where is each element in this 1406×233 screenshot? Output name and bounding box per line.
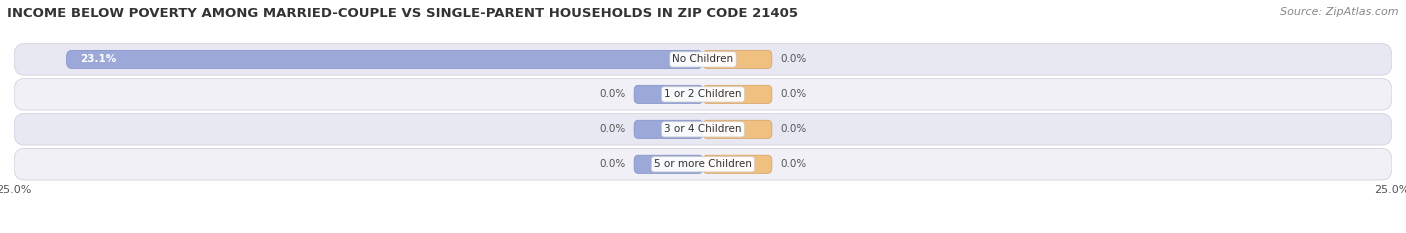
Text: 23.1%: 23.1% — [80, 55, 117, 64]
Text: INCOME BELOW POVERTY AMONG MARRIED-COUPLE VS SINGLE-PARENT HOUSEHOLDS IN ZIP COD: INCOME BELOW POVERTY AMONG MARRIED-COUPL… — [7, 7, 799, 20]
Text: 0.0%: 0.0% — [599, 124, 626, 134]
Text: 0.0%: 0.0% — [599, 89, 626, 99]
FancyBboxPatch shape — [634, 120, 703, 138]
FancyBboxPatch shape — [703, 155, 772, 173]
Text: 0.0%: 0.0% — [780, 159, 807, 169]
FancyBboxPatch shape — [703, 50, 772, 69]
FancyBboxPatch shape — [703, 120, 772, 138]
FancyBboxPatch shape — [14, 44, 1392, 75]
FancyBboxPatch shape — [634, 85, 703, 103]
Text: 5 or more Children: 5 or more Children — [654, 159, 752, 169]
FancyBboxPatch shape — [14, 149, 1392, 180]
FancyBboxPatch shape — [66, 50, 703, 69]
FancyBboxPatch shape — [14, 79, 1392, 110]
Text: 3 or 4 Children: 3 or 4 Children — [664, 124, 742, 134]
Text: 0.0%: 0.0% — [780, 55, 807, 64]
Text: 0.0%: 0.0% — [599, 159, 626, 169]
Text: 1 or 2 Children: 1 or 2 Children — [664, 89, 742, 99]
Text: Source: ZipAtlas.com: Source: ZipAtlas.com — [1281, 7, 1399, 17]
FancyBboxPatch shape — [703, 85, 772, 103]
Text: 0.0%: 0.0% — [780, 89, 807, 99]
Text: No Children: No Children — [672, 55, 734, 64]
FancyBboxPatch shape — [634, 155, 703, 173]
Text: 0.0%: 0.0% — [780, 124, 807, 134]
FancyBboxPatch shape — [14, 114, 1392, 145]
